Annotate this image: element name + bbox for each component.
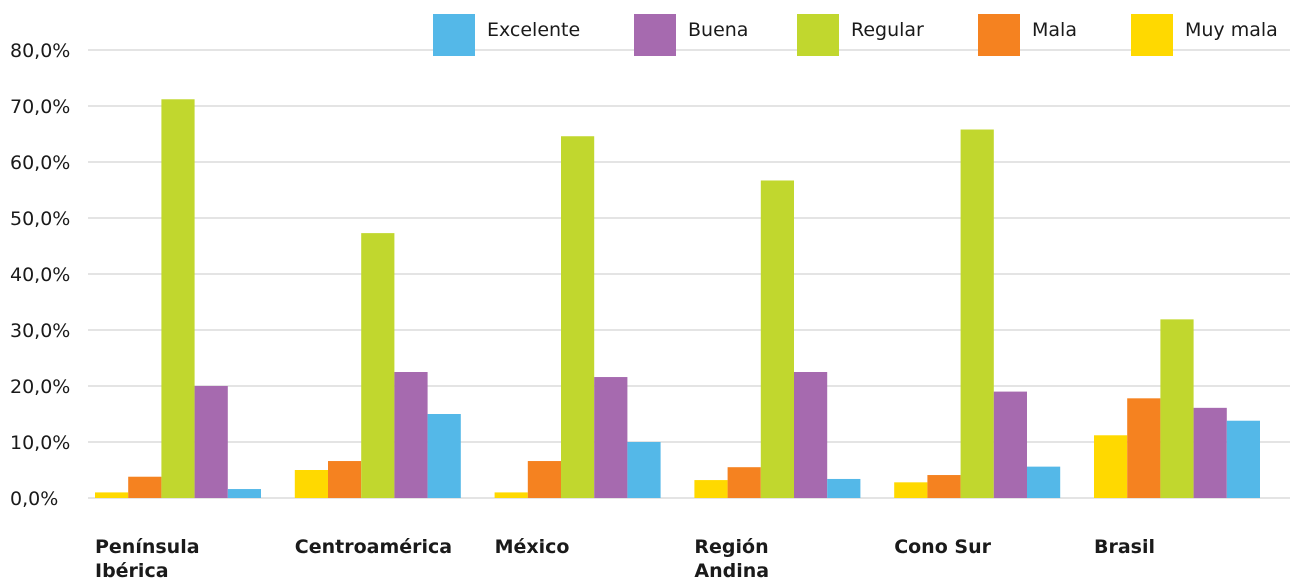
x-axis-category-labels: Península Ibérica Centroamérica México Regió… xyxy=(95,536,1155,580)
bar-regular xyxy=(161,99,195,498)
bar-mala xyxy=(128,476,162,498)
legend-swatch xyxy=(1131,14,1173,56)
legend-swatch xyxy=(797,14,839,56)
category-label: Península Ibérica xyxy=(95,536,200,580)
legend-swatch xyxy=(433,14,475,56)
legend-label: Mala xyxy=(1032,19,1077,41)
bar-muy-mala xyxy=(1094,435,1128,498)
legend-label: Excelente xyxy=(487,19,580,41)
y-tick-label: 60,0% xyxy=(10,152,70,174)
bar-muy-mala xyxy=(494,492,528,498)
bars xyxy=(95,99,1260,499)
legend-label: Regular xyxy=(851,19,924,41)
bar-regular xyxy=(760,180,794,499)
bar-excelente xyxy=(227,489,261,498)
y-tick-label: 80,0% xyxy=(10,40,70,62)
bar-buena xyxy=(394,372,428,498)
category-label: Centroamérica xyxy=(295,536,452,558)
bar-regular xyxy=(960,129,994,498)
bar-mala xyxy=(527,461,561,498)
y-tick-label: 10,0% xyxy=(10,432,70,454)
bar-regular xyxy=(1160,319,1194,498)
legend-label: Muy mala xyxy=(1185,19,1278,41)
y-tick-label: 20,0% xyxy=(10,376,70,398)
y-tick-label: 40,0% xyxy=(10,264,70,286)
bar-excelente xyxy=(1226,420,1260,498)
bar-regular xyxy=(561,136,595,499)
legend: Excelente Buena Regular Mala Muy mala xyxy=(433,14,1278,56)
legend-swatch xyxy=(978,14,1020,56)
y-tick-label: 50,0% xyxy=(10,208,70,230)
bar-mala xyxy=(328,461,362,498)
category-label: Cono Sur xyxy=(894,536,991,558)
category-label: Región Andina xyxy=(694,536,769,580)
y-tick-label: 30,0% xyxy=(10,320,70,342)
bar-mala xyxy=(927,475,961,498)
bar-buena xyxy=(594,377,628,498)
bar-muy-mala xyxy=(95,492,129,498)
category-label: México xyxy=(495,536,570,558)
bar-excelente xyxy=(627,442,661,498)
bar-excelente xyxy=(827,478,861,498)
bar-regular xyxy=(361,233,395,498)
category-label: Brasil xyxy=(1094,536,1155,558)
legend-label: Buena xyxy=(688,19,748,41)
bar-mala xyxy=(1127,398,1161,498)
gridlines xyxy=(88,49,1290,499)
bar-muy-mala xyxy=(294,470,328,498)
bar-muy-mala xyxy=(694,480,728,498)
bar-buena xyxy=(993,391,1027,498)
bar-muy-mala xyxy=(894,482,928,498)
bar-buena xyxy=(794,372,828,498)
y-axis-tick-labels: 0,0% 10,0% 20,0% 30,0% 40,0% 50,0% 60,0% 70,0% 8… xyxy=(10,40,70,510)
bar-mala xyxy=(727,467,761,498)
bar-buena xyxy=(1193,407,1227,498)
bar-excelente xyxy=(1027,466,1061,498)
y-tick-label: 70,0% xyxy=(10,96,70,118)
y-tick-label: 0,0% xyxy=(10,488,58,510)
bar-excelente xyxy=(427,414,461,498)
legend-swatch xyxy=(634,14,676,56)
bar-buena xyxy=(194,386,228,498)
